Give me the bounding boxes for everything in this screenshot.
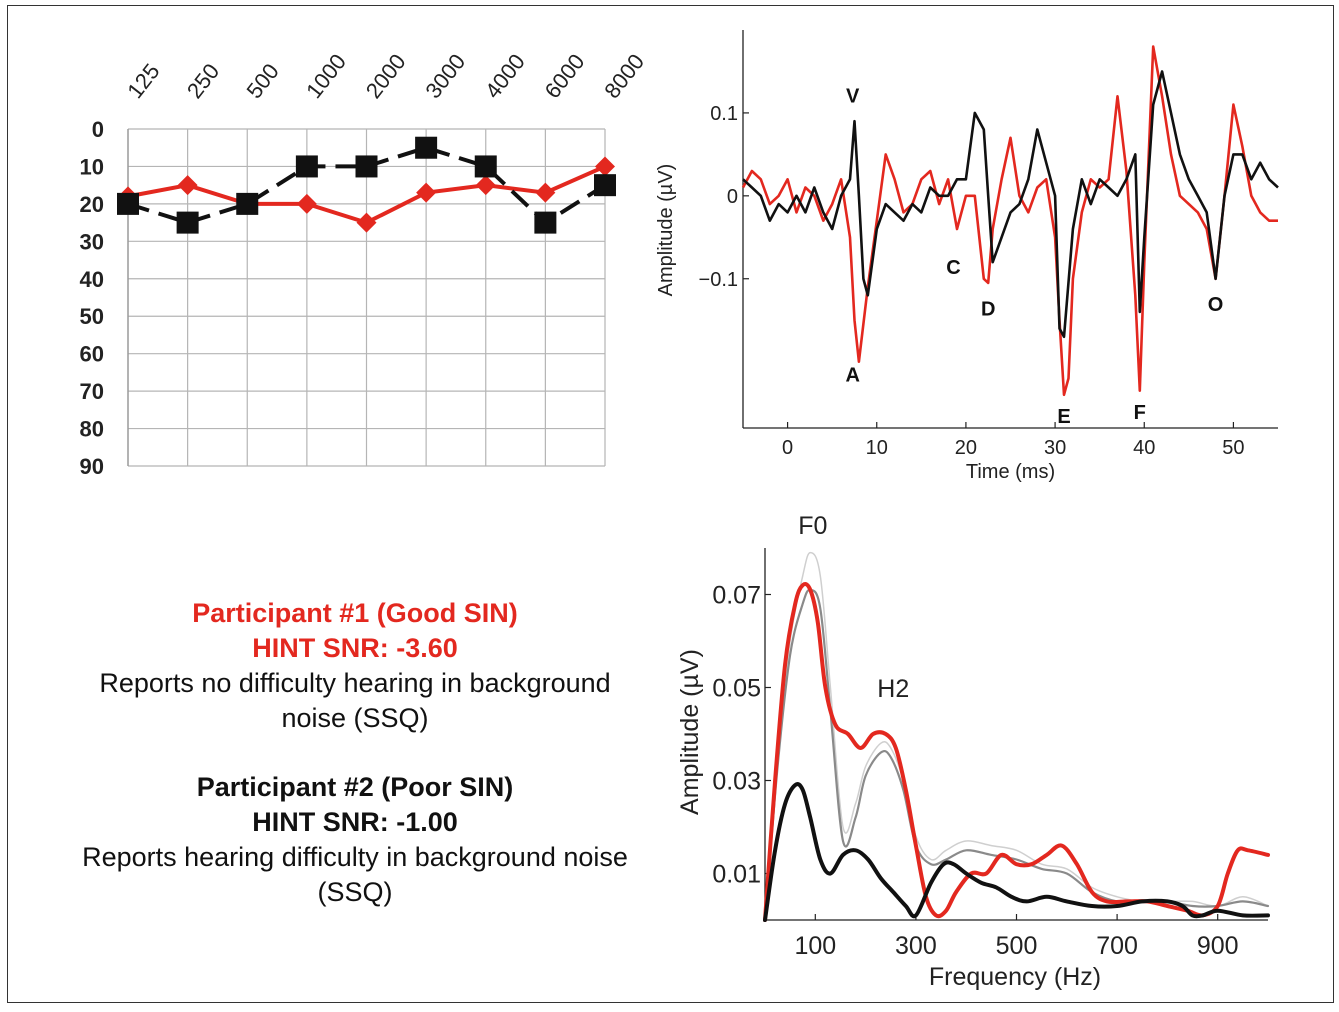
audiogram-chart: 0 10 20 30 40 50 60 70 80 90 125 250 500 1000 2000 3000… xyxy=(80,49,650,479)
audiogram-x-tick-label: 250 xyxy=(182,59,224,103)
audiogram-y-tick-label: 40 xyxy=(80,267,104,292)
abr-peak-label: V xyxy=(846,86,860,108)
spectrum-x-axis-label: Frequency (Hz) xyxy=(929,963,1101,991)
abr-x-tick-label: 50 xyxy=(1222,437,1244,459)
audiogram-y-tick-label: 30 xyxy=(80,229,104,254)
spectrum-x-tick-label: 900 xyxy=(1197,932,1239,960)
audiogram-point-square xyxy=(415,136,438,159)
audiogram-point-diamond xyxy=(475,175,496,196)
spectrum-x-tick-label: 100 xyxy=(794,932,836,960)
spacer xyxy=(30,736,680,770)
audiogram-point-square xyxy=(236,192,259,215)
participant1-title: Participant #1 (Good SIN) xyxy=(192,598,518,628)
abr-y-tick-label: 0.1 xyxy=(710,103,738,125)
audiogram-point-square xyxy=(176,211,199,234)
audiogram-x-tick-label: 3000 xyxy=(420,49,470,103)
spectrum-annotation: H2 xyxy=(877,675,909,703)
audiogram-x-tick-label: 125 xyxy=(122,59,164,103)
audiogram-point-diamond xyxy=(356,212,377,233)
abr-y-axis-label: Amplitude (µV) xyxy=(655,164,677,297)
audiogram-x-tick-label: 2000 xyxy=(361,49,411,103)
spectrum-series-red xyxy=(763,582,1270,922)
audiogram-point-square xyxy=(594,174,616,197)
participant1-desc-line1: Reports no difficulty hearing in backgro… xyxy=(99,668,611,698)
audiogram-y-tick-label: 80 xyxy=(80,417,104,442)
abr-series-red xyxy=(741,45,1278,397)
participant2-desc-line2: (SSQ) xyxy=(317,877,393,907)
abr-x-tick-label: 10 xyxy=(866,437,888,459)
audiogram-point-square xyxy=(117,192,139,215)
audiogram-point-square xyxy=(534,211,557,234)
audiogram-y-tick-label: 90 xyxy=(80,454,104,479)
abr-y-tick-label: −0.1 xyxy=(699,269,738,291)
spectrum-annotation: F0 xyxy=(798,512,827,540)
audiogram-y-tick-label: 50 xyxy=(80,304,104,329)
audiogram-y-tick-label: 10 xyxy=(80,154,104,179)
audiogram-x-tick-label: 4000 xyxy=(480,49,530,103)
audiogram-point-square xyxy=(295,155,318,178)
spectrum-chart: 0.07 0.05 0.03 0.01 100 300 500 700 900 Frequency… xyxy=(676,512,1270,991)
abr-peak-label: D xyxy=(981,298,995,320)
abr-x-tick-label: 30 xyxy=(1044,437,1066,459)
spectrum-x-tick-label: 700 xyxy=(1096,932,1138,960)
spectrum-x-tick-label: 300 xyxy=(895,932,937,960)
audiogram-x-tick-label: 500 xyxy=(241,59,283,103)
spectrum-y-tick-label: 0.05 xyxy=(712,675,761,703)
audiogram-x-tick-label: 8000 xyxy=(599,49,649,103)
participant2-hint: HINT SNR: -1.00 xyxy=(252,807,458,837)
audiogram-y-tick-label: 70 xyxy=(80,379,104,404)
spectrum-y-axis-label: Amplitude (µV) xyxy=(676,649,704,815)
audiogram-point-square xyxy=(355,155,378,178)
abr-peak-label: E xyxy=(1057,406,1070,428)
audiogram-y-tick-label: 0 xyxy=(92,117,104,142)
abr-series-black xyxy=(742,70,1279,339)
audiogram-point-diamond xyxy=(177,175,198,196)
abr-peak-label: O xyxy=(1208,294,1224,316)
audiogram-point-diamond xyxy=(416,182,437,203)
audiogram-point-diamond xyxy=(595,156,615,177)
abr-peak-label: C xyxy=(946,257,960,279)
abr-peak-label: A xyxy=(845,365,859,387)
abr-x-tick-label: 40 xyxy=(1133,437,1155,459)
participant2-desc-line1: Reports hearing difficulty in background… xyxy=(82,842,628,872)
audiogram-x-tick-label: 6000 xyxy=(540,49,590,103)
spectrum-x-tick-label: 500 xyxy=(996,932,1038,960)
audiogram-point-square xyxy=(474,155,497,178)
abr-x-tick-label: 20 xyxy=(955,437,977,459)
figure-frame xyxy=(7,5,1334,1003)
audiogram-point-diamond xyxy=(296,193,317,214)
spectrum-y-tick-label: 0.07 xyxy=(712,582,761,610)
abr-x-axis-label: Time (ms) xyxy=(966,461,1055,483)
abr-y-tick-label: 0 xyxy=(727,186,738,208)
participant2-title: Participant #2 (Poor SIN) xyxy=(196,772,514,802)
audiogram-y-tick-label: 60 xyxy=(80,342,104,367)
audiogram-series-line xyxy=(127,145,607,226)
spectrum-y-tick-label: 0.01 xyxy=(712,861,761,889)
audiogram-y-tick-label: 20 xyxy=(80,192,104,217)
abr-peak-label: F xyxy=(1134,402,1146,424)
spectrum-y-tick-label: 0.03 xyxy=(712,768,761,796)
abr-x-tick-label: 0 xyxy=(782,437,793,459)
audiogram-x-tick-label: 1000 xyxy=(301,49,351,103)
spectrum-series-gray xyxy=(763,588,1270,922)
audiogram-point-diamond xyxy=(535,182,556,203)
participant1-hint: HINT SNR: -3.60 xyxy=(252,633,458,663)
participant-info-panel: Participant #1 (Good SIN) HINT SNR: -3.6… xyxy=(30,596,680,910)
participant1-desc-line2: noise (SSQ) xyxy=(281,703,429,733)
abr-chart: 0.1 0 −0.1 0 10 20 30 40 50 Time (ms) Amplitude (µ… xyxy=(655,30,1279,483)
spectrum-series-black xyxy=(763,782,1270,922)
